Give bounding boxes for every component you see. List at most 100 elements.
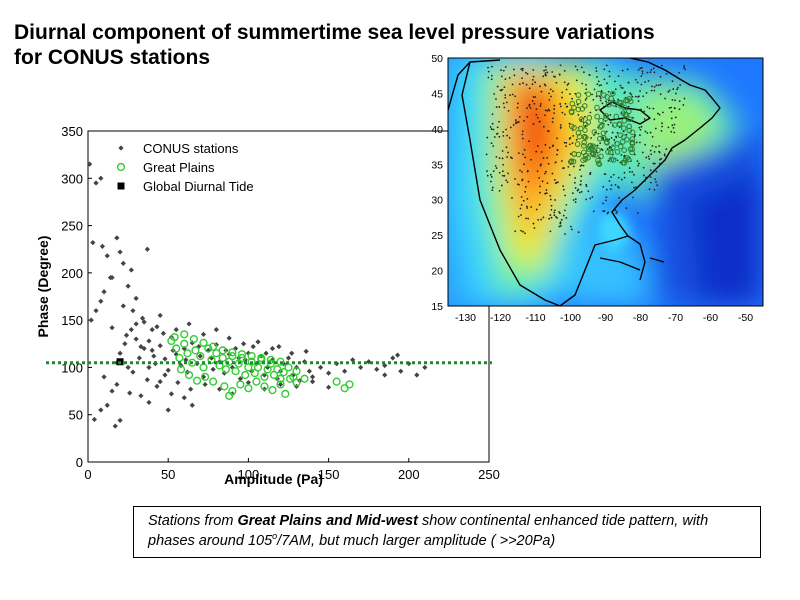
map-station-dot xyxy=(659,83,662,86)
map-great-plains-station xyxy=(608,156,615,163)
map-station-dot xyxy=(612,92,615,95)
map-station-dot xyxy=(642,166,645,169)
map-station-dot xyxy=(487,66,489,69)
map-station-dot xyxy=(568,137,571,140)
map-great-plains-station xyxy=(616,121,623,127)
map-great-plains-station xyxy=(575,98,582,105)
data-point xyxy=(250,344,256,350)
data-point xyxy=(229,364,235,371)
map-station-dot xyxy=(539,191,541,194)
map-great-plains-station xyxy=(626,95,633,102)
map-station-dot xyxy=(553,214,556,217)
data-point xyxy=(257,353,266,363)
data-point xyxy=(306,368,312,374)
map-great-plains-station xyxy=(624,155,630,161)
map-station-dot xyxy=(609,188,612,191)
map-station-dot xyxy=(551,71,554,73)
y-tick-label: 300 xyxy=(61,171,83,186)
data-point xyxy=(180,339,189,348)
map-station-dot xyxy=(644,176,647,179)
map-station-dot xyxy=(535,208,538,211)
data-point xyxy=(173,327,179,333)
map-station-dot xyxy=(645,91,648,94)
map-station-dot xyxy=(490,180,492,183)
map-station-dot xyxy=(551,145,554,148)
map-station-dot xyxy=(551,121,554,123)
map-station-dot xyxy=(668,107,671,109)
map-station-dot xyxy=(510,156,512,159)
map-great-plains-station xyxy=(605,149,611,155)
map-station-dot xyxy=(637,109,640,111)
data-point xyxy=(279,368,288,377)
data-point xyxy=(127,390,133,396)
map-great-plains-station xyxy=(598,117,604,124)
map-station-dot xyxy=(546,110,549,112)
map-station-dot xyxy=(627,81,630,84)
map-station-dot xyxy=(605,130,608,133)
map-station-dot xyxy=(560,218,563,221)
data-point xyxy=(136,355,142,361)
y-tick-label: 50 xyxy=(69,408,83,423)
map-great-plains-station xyxy=(582,152,589,159)
data-point xyxy=(130,369,136,375)
map-great-plains-station xyxy=(613,113,620,120)
map-station-dot xyxy=(644,81,646,83)
map-station-dot xyxy=(558,225,561,228)
data-point xyxy=(326,384,332,390)
map-station-dot xyxy=(520,68,523,71)
map-station-dot xyxy=(609,114,612,116)
map-station-dot xyxy=(643,118,646,120)
map-great-plains-station xyxy=(585,119,592,126)
map-station-dot xyxy=(548,217,551,220)
map-station-dot xyxy=(548,99,551,101)
map-station-dot xyxy=(671,80,674,83)
caption-box: Stations from Great Plains and Mid-west … xyxy=(133,506,761,558)
map-station-dot xyxy=(514,177,516,180)
map-great-plains-station xyxy=(598,123,605,129)
map-station-dot xyxy=(534,81,537,84)
data-point xyxy=(263,350,269,356)
map-station-dot xyxy=(556,149,559,152)
data-point xyxy=(154,383,160,389)
map-station-dot xyxy=(502,102,505,105)
map-station-dot xyxy=(563,167,565,169)
map-station-dot xyxy=(601,149,604,151)
map-station-dot xyxy=(500,69,502,72)
map-station-dot xyxy=(607,123,610,126)
map-station-dot xyxy=(553,112,555,115)
data-point xyxy=(98,175,104,181)
map-station-dot xyxy=(538,203,541,206)
map-great-plains-station xyxy=(621,147,627,153)
data-point xyxy=(93,180,99,186)
map-station-dot xyxy=(639,134,641,137)
map-station-dot xyxy=(585,84,587,86)
map-station-dot xyxy=(602,186,605,188)
data-point xyxy=(146,364,152,371)
data-point xyxy=(157,379,163,385)
map-station-dot xyxy=(567,165,570,168)
slide-title: Diurnal component of summertime sea leve… xyxy=(14,20,714,70)
data-point xyxy=(189,340,195,346)
map-station-dot xyxy=(640,83,643,86)
data-point xyxy=(98,407,104,413)
map-station-dot xyxy=(516,121,519,124)
data-point xyxy=(210,366,216,372)
map-station-dot xyxy=(582,164,585,167)
data-point xyxy=(200,372,210,381)
map-great-plains-station xyxy=(585,91,592,97)
map-station-dot xyxy=(639,90,641,92)
x-tick-label: 50 xyxy=(161,467,175,482)
map-station-dot xyxy=(491,189,494,192)
map-station-dot xyxy=(495,98,497,100)
map-station-dot xyxy=(632,196,634,199)
map-station-dot xyxy=(529,107,532,109)
data-point xyxy=(173,351,179,357)
map-station-dot xyxy=(575,79,578,82)
map-station-dot xyxy=(608,180,611,182)
map-station-dot xyxy=(511,196,513,199)
map-great-plains-station xyxy=(625,156,632,163)
map-station-dot xyxy=(620,178,623,181)
map-station-dot xyxy=(535,150,538,153)
data-point xyxy=(196,351,205,361)
